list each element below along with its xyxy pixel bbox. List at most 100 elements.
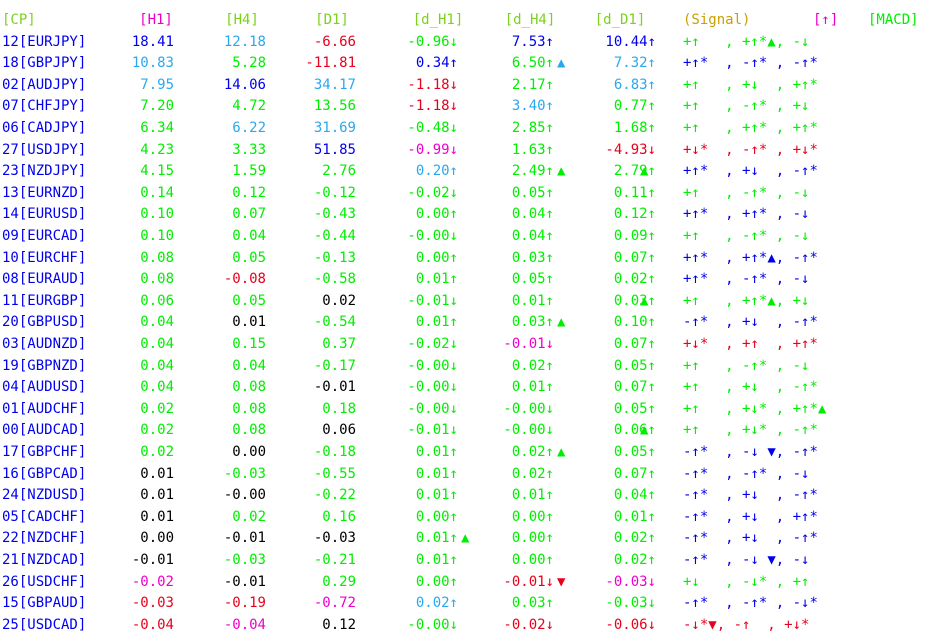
signal-cell: +↑* , +↑* , -↓ [683, 204, 809, 226]
signal-part: -↑* [784, 379, 818, 396]
h4-value: 12.18 [223, 33, 266, 50]
d-h4-value: 0.04↑ [511, 227, 554, 244]
d-h1-value: -0.00↓ [407, 616, 458, 633]
signal-part: +↑ [683, 292, 700, 309]
signal-part: , [767, 141, 785, 158]
signal-part: , [708, 249, 734, 266]
pair-row: 25[USDCAD] -0.04 -0.04 0.12 -0.00↓ -0.02↓ -0.0… [0, 615, 931, 637]
pair-row: 24[NZDUSD] 0.01 -0.00 -0.22 0.01↑ 0.01↑ 0.04↑ -… [0, 485, 931, 507]
signal-part: , [767, 400, 785, 417]
signal-part: , -↑* [775, 249, 818, 266]
h4-value: 0.12 [232, 184, 266, 201]
signal-cell: +↓* , -↑* , +↓* [683, 140, 818, 162]
h4-value: 0.08 [232, 422, 266, 439]
d1-value: -11.81 [305, 55, 356, 72]
header-d-d1: [d_D1] [594, 12, 646, 28]
pair-label: 02[AUDJPY] [2, 76, 87, 93]
pair-label: 00[AUDCAD] [2, 422, 87, 439]
signal-part: , [708, 206, 734, 223]
pair-row: 27[USDJPY] 4.23 3.33 51.85 -0.99↓ 1.63↑ -4.93↓… [0, 140, 931, 162]
signal-part: , -↑* [775, 443, 818, 460]
d1-value: -0.12 [313, 184, 356, 201]
trend-triangle-icon: ▲ [640, 292, 649, 309]
signal-part: -↑* [733, 141, 768, 158]
pair-row: 08[EURAUD] 0.08 -0.08 -0.58 0.01↑ 0.05↑ 0.02↑ +… [0, 269, 931, 291]
signal-part: , [699, 33, 734, 50]
signal-cell: -↑* , +↓ , -↑* [683, 485, 818, 507]
signal-cell: -↓*▼, -↑ , +↓* [683, 615, 809, 637]
signal-part: +↓ [683, 573, 700, 590]
h1-value: 0.04 [140, 357, 174, 374]
h4-value: -0.04 [223, 616, 266, 633]
signal-part: -↑* [733, 55, 768, 72]
d-d1-value: 0.07↑ [613, 249, 656, 266]
signal-part: +↓* [683, 335, 709, 352]
header-d1: [D1] [315, 12, 349, 28]
signal-part: , [767, 227, 785, 244]
pair-label: 08[EURAUD] [2, 271, 87, 288]
d-d1-value: 0.09↑ [613, 227, 656, 244]
d-h1-value: -0.48↓ [407, 119, 458, 136]
d-d1-value: 0.02↑ [613, 530, 656, 547]
d1-value: -0.22 [313, 487, 356, 504]
signal-part: , [699, 422, 734, 439]
signal-part: +↑ [683, 76, 700, 93]
signal-part: +↑* [784, 335, 818, 352]
d-d1-value: 0.06↑ [613, 422, 656, 439]
d-h1-value: 0.34↑ [415, 55, 458, 72]
h4-value: 14.06 [223, 76, 266, 93]
d-d1-value: 0.07↑ [613, 465, 656, 482]
signal-cell: +↑ , -↑* , -↓ [683, 226, 809, 248]
pair-row: 06[CADJPY] 6.34 6.22 31.69 -0.48↓ 2.85↑ 1.68↑ +… [0, 118, 931, 140]
pair-row: 18[GBPJPY] 10.83 5.28 -11.81 0.34↑ 6.50↑ ▲ 7.32… [0, 53, 931, 75]
d-h4-value: 6.50↑ [511, 55, 554, 72]
d-h4-value: 0.03↑ [511, 249, 554, 266]
d-d1-value: 0.05↑ [613, 400, 656, 417]
d-h4-value: -0.02↓ [503, 616, 554, 633]
d1-value: -0.44 [313, 227, 356, 244]
signal-cell: -↑* , +↓ , +↑* [683, 507, 818, 529]
d1-value: 0.06 [322, 422, 356, 439]
signal-part: -↑* [784, 422, 818, 439]
d-h1-value: -0.02↓ [407, 335, 458, 352]
d-h4-value: 0.00↑ [511, 508, 554, 525]
d-h4-value: 0.04↑ [511, 206, 554, 223]
signal-cell: +↑* , -↑* , -↓ [683, 269, 809, 291]
signal-part: , [699, 227, 734, 244]
signal-part: , [708, 443, 734, 460]
signal-part: +↑ [683, 119, 700, 136]
d-d1-value: 6.83↑ [613, 76, 656, 93]
signal-part: -↑* [733, 98, 768, 115]
h1-value: 10.83 [131, 55, 174, 72]
d1-value: -0.01 [313, 379, 356, 396]
d-h4-value: 0.02↑ [511, 443, 554, 460]
pair-row: 12[EURJPY] 18.41 12.18 -6.66 -0.96↓ 7.53↑ 10.4… [0, 32, 931, 54]
signal-part: -↑* [733, 357, 768, 374]
signal-part: -↑* [733, 595, 768, 612]
pair-label: 26[USDCHF] [2, 573, 87, 590]
signal-part: +↓* [733, 422, 768, 439]
d1-value: 0.16 [322, 508, 356, 525]
d1-value: -0.72 [313, 595, 356, 612]
pair-row: 16[GBPCAD] 0.01 -0.03 -0.55 0.01↑ 0.02↑ 0.07↑ -… [0, 464, 931, 486]
h4-value: 6.22 [232, 119, 266, 136]
d-d1-value: -0.03↓ [605, 573, 656, 590]
pair-label: 10[EURCHF] [2, 249, 87, 266]
d1-value: -6.66 [313, 33, 356, 50]
signal-part: -↑* [733, 465, 768, 482]
h4-value: 0.15 [232, 335, 266, 352]
h1-value: 0.01 [140, 487, 174, 504]
signal-part: +↑ [683, 227, 700, 244]
signal-cell: -↑* , -↓ ▼, -↑* [683, 442, 818, 464]
trend-triangle-icon: ▲ [557, 163, 566, 180]
signal-part: , [708, 508, 734, 525]
signal-part: +↓ [733, 487, 759, 504]
pair-label: 23[NZDJPY] [2, 163, 87, 180]
d-h4-value: -0.00↓ [503, 422, 554, 439]
signal-part: , [767, 271, 785, 288]
signal-part: , [767, 595, 785, 612]
signal-cell: +↑ , -↑* , +↓ [683, 96, 809, 118]
signal-part: +↑ [683, 422, 700, 439]
h1-value: 0.14 [140, 184, 174, 201]
signal-part: , [750, 616, 776, 633]
